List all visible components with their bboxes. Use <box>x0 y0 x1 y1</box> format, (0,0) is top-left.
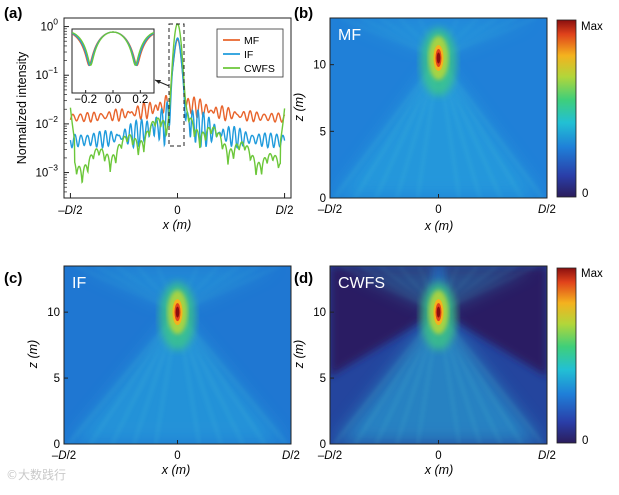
inset-tick-label: 0.2 <box>132 94 148 106</box>
a-xtick-label: D/2 <box>276 205 294 217</box>
ytick-label: 10 <box>47 307 60 319</box>
beam-ray <box>333 311 439 444</box>
ytick-label: 0 <box>320 439 326 451</box>
ytick-label: 5 <box>320 126 326 138</box>
legend-box <box>216 28 284 78</box>
inset-frame <box>71 28 155 94</box>
panel-a-label: (a) <box>4 5 22 22</box>
ytick-label: 10 <box>313 307 326 319</box>
panel-a: (a) 100 10−1 10−2 10−3 –D/2 0 D/2 Normalized … <box>4 5 294 232</box>
ytick-label: 0 <box>320 193 326 205</box>
xtick-label: D/2 <box>282 450 300 462</box>
colorbar-top <box>556 19 577 198</box>
panel-c-label: (c) <box>4 270 22 287</box>
a-ytick-label: 10−2 <box>36 114 59 131</box>
panel-d-title: CWFS <box>338 275 385 292</box>
ytick-label: 5 <box>54 373 60 385</box>
beam-ray <box>177 266 280 313</box>
panel-c-xlabel: x (m) <box>161 463 190 477</box>
beam-ray <box>177 311 287 444</box>
panel-b-xlabel: x (m) <box>424 219 453 233</box>
series-mf <box>69 38 286 123</box>
panel-a-ylabel: Normalized intensity <box>15 51 29 164</box>
xtick-label: –D/2 <box>318 204 342 216</box>
legend-label-mf: MF <box>244 35 259 47</box>
ytick-label: 0 <box>54 439 60 451</box>
panel-a-x-ticks: –D/2 0 D/2 <box>58 193 294 217</box>
beam-ray <box>75 266 178 313</box>
focus-core <box>436 52 441 64</box>
inset-arrow-head <box>155 80 161 84</box>
a-ytick-label: 100 <box>40 17 58 34</box>
xtick-label: –D/2 <box>318 450 342 462</box>
panel-d-label: (d) <box>294 270 313 287</box>
legend-label-if: IF <box>244 49 253 61</box>
inset-series-cwfs <box>72 31 154 66</box>
heatmap-if <box>64 266 291 444</box>
a-ytick-label: 10−3 <box>36 163 59 180</box>
legend-label-cwfs: CWFS <box>244 63 275 75</box>
xtick-label: 0 <box>435 450 441 462</box>
ytick-label: 5 <box>320 373 326 385</box>
panel-d-xlabel: x (m) <box>424 463 453 477</box>
beam-ray <box>438 57 544 198</box>
colorbar-top-min: 0 <box>582 188 588 200</box>
colorbar-bottom <box>556 267 577 444</box>
xtick-label: D/2 <box>538 450 556 462</box>
ytick-label: 10 <box>313 60 326 72</box>
xtick-label: 0 <box>174 450 180 462</box>
beam-ray <box>438 311 544 444</box>
panel-b-title: MF <box>338 27 361 44</box>
inset-plot: −0.2 0.0 0.2 <box>71 28 155 106</box>
xtick-label: –D/2 <box>52 450 76 462</box>
panel-b-ylabel: z (m) <box>292 93 306 122</box>
inset-series <box>72 31 154 67</box>
heatmap-cwfs <box>330 266 547 444</box>
inset-tick-label: −0.2 <box>74 94 97 106</box>
focus-core <box>175 306 180 318</box>
watermark: ©大数践行 <box>6 468 67 482</box>
heatmap-mf <box>330 18 547 198</box>
panel-d-ylabel: z (m) <box>292 340 306 369</box>
inset-tick-label: 0.0 <box>105 94 121 106</box>
series-if <box>69 37 286 150</box>
beam-ray <box>68 311 178 444</box>
a-ytick-label: 10−1 <box>36 65 59 82</box>
colorbar-top-max: Max <box>581 21 603 33</box>
xtick-label: 0 <box>435 204 441 216</box>
a-xtick-label: –D/2 <box>58 205 82 217</box>
panel-c-title: IF <box>72 275 86 292</box>
legend: MF IF CWFS <box>216 28 284 78</box>
colorbar-bottom-max: Max <box>581 268 603 280</box>
a-xtick-label: 0 <box>174 205 180 217</box>
panel-c-ylabel: z (m) <box>26 340 40 369</box>
beam-ray <box>333 57 439 198</box>
inset-x-ticks: −0.2 0.0 0.2 <box>74 90 148 106</box>
panel-b-label: (b) <box>294 5 313 22</box>
panel-a-y-ticks: 100 10−1 10−2 10−3 <box>36 17 69 199</box>
panel-a-xlabel: x (m) <box>162 218 191 232</box>
peak-zoom-box <box>168 23 185 147</box>
xtick-label: D/2 <box>538 204 556 216</box>
focus-core <box>436 306 441 318</box>
colorbar-bottom-min: 0 <box>582 435 588 447</box>
